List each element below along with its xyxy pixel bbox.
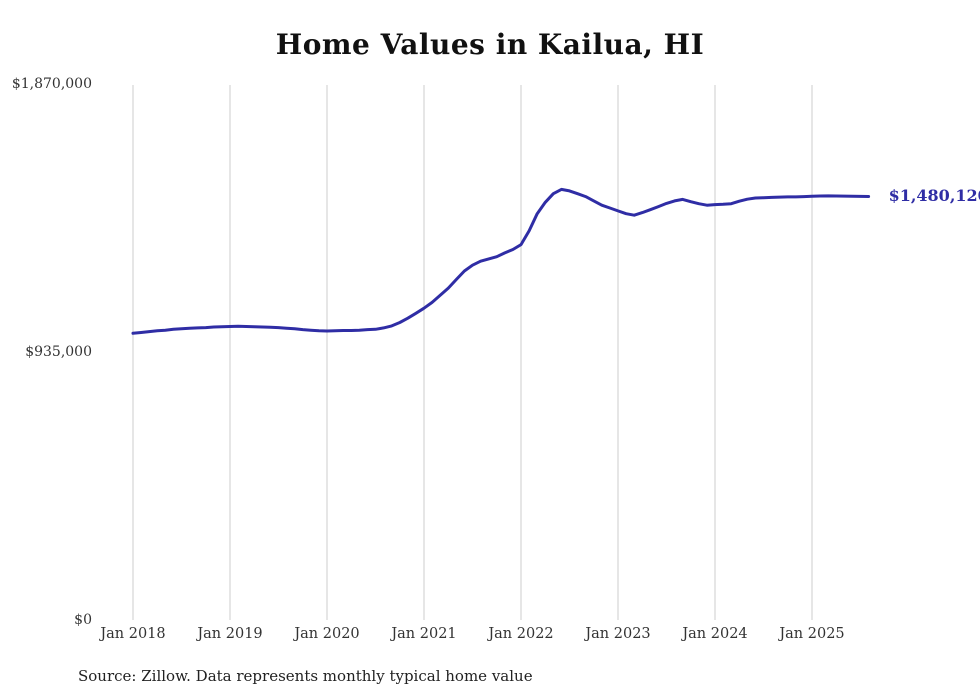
source-note: Source: Zillow. Data represents monthly … — [78, 667, 533, 685]
value-line — [131, 187, 871, 335]
x-axis-tick: Jan 2019 — [197, 626, 263, 642]
x-axis-tick: Jan 2021 — [391, 626, 457, 642]
x-axis-tick: Jan 2023 — [585, 626, 651, 642]
x-axis-tick: Jan 2018 — [100, 626, 166, 642]
x-axis: Jan 2018 Jan 2019 Jan 2020 Jan 2021 Jan 2022… — [0, 626, 980, 648]
x-axis-tick: Jan 2020 — [294, 626, 360, 642]
latest-value-label: $1,480,120 — [888, 185, 980, 205]
y-axis-tick-max: $1,870,000 — [11, 76, 92, 92]
x-axis-tick: Jan 2025 — [779, 626, 845, 642]
chart-title: Home Values in Kailua, HI — [275, 28, 705, 61]
y-axis-tick-zero: $0 — [74, 612, 92, 628]
x-axis-tick: Jan 2024 — [682, 626, 748, 642]
y-axis-tick-mid: $935,000 — [25, 344, 92, 360]
x-axis-tick: Jan 2022 — [488, 626, 554, 642]
